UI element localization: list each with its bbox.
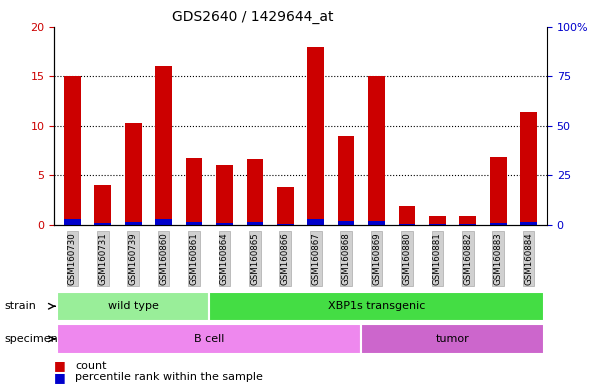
Text: GSM160864: GSM160864 <box>220 232 229 285</box>
Bar <box>277 187 294 225</box>
Bar <box>307 46 324 225</box>
Text: wild type: wild type <box>108 301 159 311</box>
Bar <box>429 216 446 225</box>
Bar <box>490 223 507 225</box>
Bar <box>57 324 361 354</box>
Bar <box>155 66 172 225</box>
Text: strain: strain <box>5 301 37 311</box>
Bar <box>520 112 537 225</box>
Bar <box>216 223 233 225</box>
Bar <box>246 222 263 225</box>
Text: GSM160883: GSM160883 <box>494 232 502 285</box>
Bar <box>398 206 415 225</box>
Text: percentile rank within the sample: percentile rank within the sample <box>75 372 263 382</box>
Text: GSM160884: GSM160884 <box>524 232 533 285</box>
Bar <box>186 222 203 225</box>
Bar <box>307 219 324 225</box>
Text: specimen: specimen <box>5 334 58 344</box>
Text: GSM160866: GSM160866 <box>281 232 290 285</box>
Bar <box>64 219 81 225</box>
Bar <box>338 222 355 225</box>
Bar <box>459 224 476 225</box>
Bar <box>125 222 142 225</box>
Text: GSM160868: GSM160868 <box>341 232 350 285</box>
Bar <box>125 123 142 225</box>
Text: XBP1s transgenic: XBP1s transgenic <box>328 301 426 311</box>
Text: GSM160882: GSM160882 <box>463 232 472 285</box>
Text: GSM160865: GSM160865 <box>251 232 260 285</box>
Bar <box>520 222 537 225</box>
Bar <box>368 76 385 225</box>
Text: count: count <box>75 361 106 371</box>
Text: GSM160867: GSM160867 <box>311 232 320 285</box>
Text: GSM160860: GSM160860 <box>159 232 168 285</box>
Bar <box>155 219 172 225</box>
Bar <box>209 291 544 321</box>
Text: GSM160861: GSM160861 <box>189 232 198 285</box>
Bar <box>216 166 233 225</box>
Text: B cell: B cell <box>194 334 224 344</box>
Bar <box>94 185 111 225</box>
Bar <box>398 224 415 225</box>
Text: ■: ■ <box>54 371 66 384</box>
Bar <box>361 324 544 354</box>
Text: ■: ■ <box>54 359 66 372</box>
Text: GSM160869: GSM160869 <box>372 232 381 285</box>
Text: GSM160731: GSM160731 <box>99 232 107 285</box>
Bar <box>338 136 355 225</box>
Text: GSM160739: GSM160739 <box>129 232 138 285</box>
Text: GSM160881: GSM160881 <box>433 232 442 285</box>
Bar <box>186 158 203 225</box>
Bar <box>57 291 209 321</box>
Bar <box>368 221 385 225</box>
Text: GSM160880: GSM160880 <box>403 232 412 285</box>
Bar <box>246 159 263 225</box>
Bar <box>429 224 446 225</box>
Bar <box>94 223 111 225</box>
Bar <box>64 76 81 225</box>
Bar <box>490 157 507 225</box>
Text: GDS2640 / 1429644_at: GDS2640 / 1429644_at <box>172 10 333 23</box>
Text: GSM160730: GSM160730 <box>68 232 77 285</box>
Bar <box>277 224 294 225</box>
Text: tumor: tumor <box>436 334 469 344</box>
Bar <box>459 216 476 225</box>
